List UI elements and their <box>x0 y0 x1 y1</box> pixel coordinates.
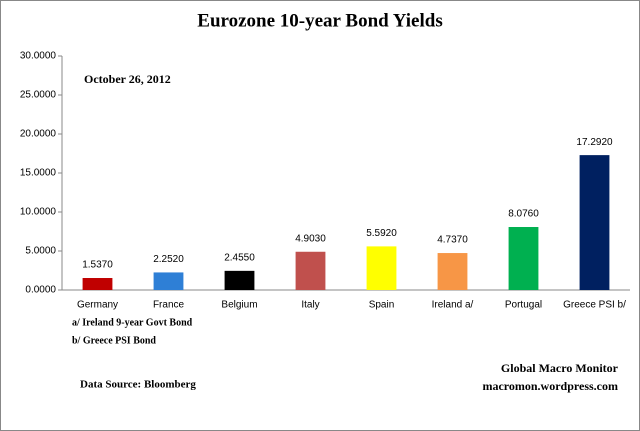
bar <box>153 272 184 290</box>
value-label: 1.5370 <box>82 260 113 271</box>
source: Data Source: Bloomberg <box>80 379 196 391</box>
chart-title: Eurozone 10-year Bond Yields <box>197 10 442 31</box>
bar <box>579 155 610 290</box>
x-tick-label: Spain <box>369 300 395 311</box>
x-tick-label: Greece PSI b/ <box>563 300 626 311</box>
y-tick-label: 30.0000 <box>20 51 57 62</box>
bar <box>224 270 255 290</box>
note: b/ Greece PSI Bond <box>72 335 156 346</box>
value-label: 2.2520 <box>153 254 184 265</box>
bar <box>508 227 539 290</box>
y-tick-label: 10.0000 <box>20 207 57 218</box>
note: a/ Ireland 9-year Govt Bond <box>72 317 193 328</box>
y-tick-label: 25.0000 <box>20 90 57 101</box>
y-tick-label: 5.0000 <box>25 246 56 257</box>
bar <box>366 246 397 290</box>
x-tick-label: Italy <box>301 300 319 311</box>
value-label: 4.9030 <box>295 233 326 244</box>
bar <box>437 253 468 290</box>
x-tick-label: France <box>153 300 185 311</box>
value-label: 5.5920 <box>366 228 397 239</box>
bar <box>82 278 113 290</box>
x-tick-label: Belgium <box>221 300 257 311</box>
x-tick-label: Germany <box>77 300 118 311</box>
bar <box>295 251 326 290</box>
credit: macromon.wordpress.com <box>482 379 618 393</box>
y-tick-label: 0.0000 <box>25 285 56 296</box>
y-tick-label: 20.0000 <box>20 129 57 140</box>
credit: Global Macro Monitor <box>501 361 619 375</box>
value-label: 2.4550 <box>224 252 255 263</box>
value-label: 17.2920 <box>576 137 613 148</box>
x-tick-label: Ireland a/ <box>432 300 474 311</box>
annotation: October 26, 2012 <box>84 72 171 86</box>
value-label: 8.0760 <box>508 209 539 220</box>
x-tick-label: Portugal <box>505 300 542 311</box>
value-label: 4.7370 <box>437 235 468 246</box>
y-tick-label: 15.0000 <box>20 168 57 179</box>
